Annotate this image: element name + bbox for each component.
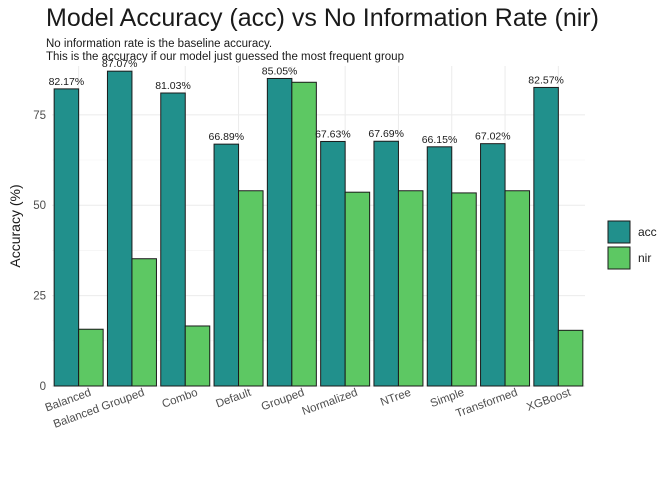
bar-nir-0 (78, 328, 104, 387)
chart-subtitle-line-2: This is the accuracy if our model just g… (46, 51, 404, 63)
bar-label-acc-3: 66.89% (208, 131, 244, 143)
bar-acc-8 (480, 143, 506, 387)
bar-acc-6 (373, 140, 399, 387)
bar-label-acc-5: 67.63% (315, 128, 351, 140)
x-tick-label-6: NTree (379, 387, 413, 409)
chart-title: Model Accuracy (acc) vs No Information R… (46, 4, 599, 32)
chart-subtitle: No information rate is the baseline accu… (46, 38, 404, 64)
bar-label-acc-0: 82.17% (49, 76, 85, 88)
bar-acc-5 (320, 140, 346, 387)
legend-swatch-nir (607, 246, 631, 270)
bar-label-acc-8: 67.02% (475, 131, 511, 143)
bar-nir-1 (131, 258, 157, 387)
bar-label-acc-2: 81.03% (155, 80, 191, 92)
legend-label-acc: acc (638, 225, 657, 239)
x-tick-label-4: Grouped (260, 387, 306, 414)
x-tick-label-5: Normalized (301, 387, 360, 418)
y-tick-label-3: 75 (33, 110, 46, 122)
x-tick-label-2: Combo (160, 387, 199, 411)
legend-label-nir: nir (638, 251, 651, 265)
bar-nir-7 (451, 192, 477, 387)
x-tick-label-3: Default (214, 386, 253, 410)
bar-label-acc-4: 85.05% (262, 65, 298, 77)
x-tick-label-1: Balanced Grouped (52, 387, 146, 431)
bar-nir-2 (184, 325, 211, 387)
bar-acc-3 (213, 143, 240, 387)
bar-nir-9 (557, 329, 584, 387)
bar-acc-9 (533, 86, 559, 387)
bar-acc-0 (53, 88, 80, 387)
bars (53, 70, 584, 387)
chart-subtitle-line-1: No information rate is the baseline accu… (46, 38, 273, 50)
bar-nir-3 (238, 190, 264, 387)
legend-swatch-acc (607, 220, 631, 244)
bar-acc-7 (426, 146, 453, 387)
y-tick-label-0: 0 (40, 381, 46, 393)
bar-nir-6 (397, 190, 424, 387)
bar-label-acc-6: 67.69% (368, 128, 404, 140)
bar-acc-4 (266, 77, 293, 387)
x-tick-label-8: Transformed (454, 387, 519, 420)
bar-value-labels: 82.17% 87.07% 81.03% 66.89% 85.05% 67.63% 67.6… (49, 58, 564, 146)
bar-acc-2 (160, 92, 186, 387)
y-tick-label-2: 50 (33, 200, 46, 212)
bar-label-acc-9: 82.57% (528, 74, 564, 86)
y-axis-title: Accuracy (%) (7, 184, 23, 267)
bar-nir-4 (291, 81, 317, 387)
x-tick-label-9: XGBoost (525, 386, 573, 413)
bar-nir-5 (344, 191, 371, 387)
y-tick-label-1: 25 (33, 291, 46, 303)
bar-label-acc-7: 66.15% (422, 134, 458, 146)
bar-nir-8 (504, 190, 531, 387)
bar-label-acc-1: 87.07% (102, 58, 138, 70)
bar-acc-1 (106, 70, 133, 387)
legend: acc nir (607, 220, 657, 270)
